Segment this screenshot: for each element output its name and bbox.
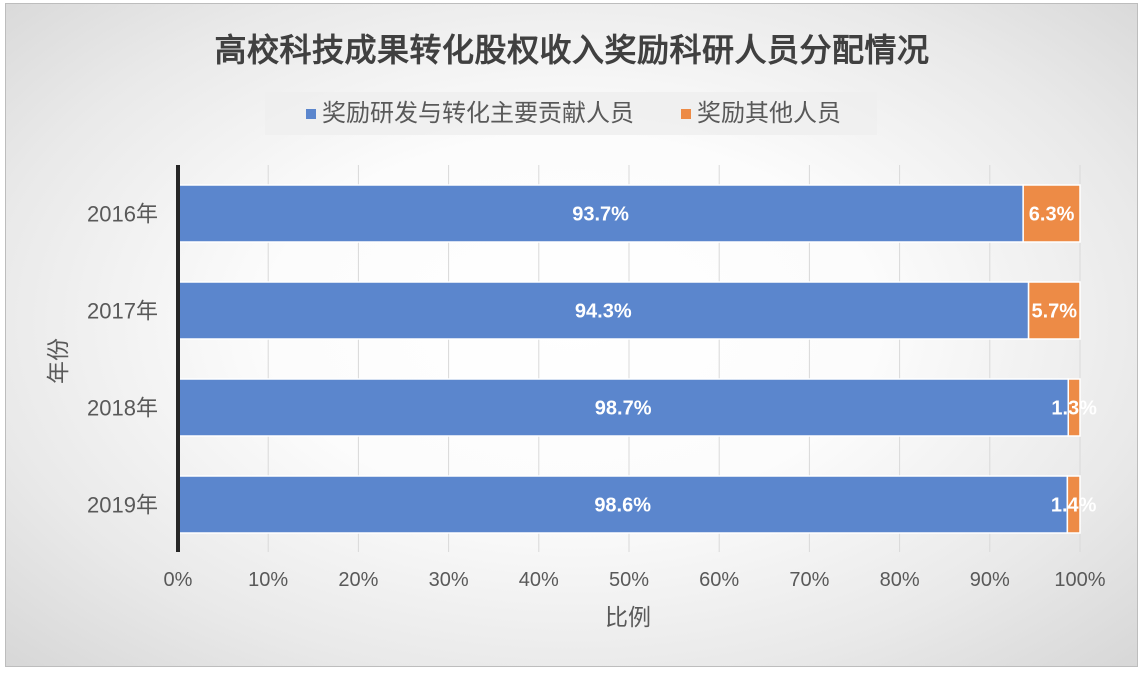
data-label: 1.3%	[1051, 398, 1097, 420]
x-tick-label: 50%	[609, 569, 649, 591]
x-axis-title: 比例	[605, 605, 651, 631]
legend-swatch-main-contributors	[306, 109, 316, 119]
y-tick-label: 2016年	[87, 202, 158, 227]
x-tick-label: 70%	[789, 569, 829, 591]
data-label: 6.3%	[1029, 204, 1075, 226]
y-tick-label: 2018年	[87, 396, 158, 421]
y-tick-labels: 2016年 2017年 2018年 2019年	[87, 202, 158, 518]
legend: 奖励研发与转化主要贡献人员 奖励其他人员	[265, 92, 877, 135]
x-tick-label: 90%	[970, 569, 1010, 591]
data-label: 93.7%	[572, 204, 629, 226]
y-tick-label: 2017年	[87, 299, 158, 324]
data-label: 5.7%	[1031, 301, 1077, 323]
x-tick-label: 100%	[1054, 569, 1105, 591]
bar-segment-other-staff	[1022, 184, 1081, 243]
x-tick-label: 80%	[880, 569, 920, 591]
data-label: 98.6%	[594, 495, 651, 517]
data-labels: 93.7% 6.3% 94.3% 5.7% 98.7% 1.3% 98.6% 1.4%	[572, 204, 1097, 517]
x-tick-label: 40%	[519, 569, 559, 591]
bar-segment-main-contributors	[177, 378, 1070, 437]
x-tick-label: 30%	[429, 569, 469, 591]
data-label: 94.3%	[575, 301, 632, 323]
bar-segment-other-staff	[1067, 378, 1081, 437]
legend-label-main-contributors: 奖励研发与转化主要贡献人员	[322, 99, 634, 127]
x-tick-label: 20%	[338, 569, 378, 591]
y-tick-label: 2019年	[87, 493, 158, 518]
data-label: 98.7%	[595, 398, 652, 420]
chart-title: 高校科技成果转化股权收入奖励科研人员分配情况	[214, 31, 930, 69]
bar-segment-other-staff	[1027, 281, 1081, 340]
x-tick-labels: 0% 10% 20% 30% 40% 50% 60% 70% 80% 90% 100%	[164, 569, 1106, 591]
data-label: 1.4%	[1051, 495, 1097, 517]
y-axis-title: 年份	[46, 338, 72, 384]
x-tick-label: 0%	[164, 569, 193, 591]
legend-label-other-staff: 奖励其他人员	[697, 99, 841, 127]
bar-segment-other-staff	[1066, 475, 1081, 534]
x-tick-label: 10%	[248, 569, 288, 591]
x-tick-label: 60%	[699, 569, 739, 591]
legend-swatch-other-staff	[681, 109, 691, 119]
bars	[177, 184, 1081, 534]
